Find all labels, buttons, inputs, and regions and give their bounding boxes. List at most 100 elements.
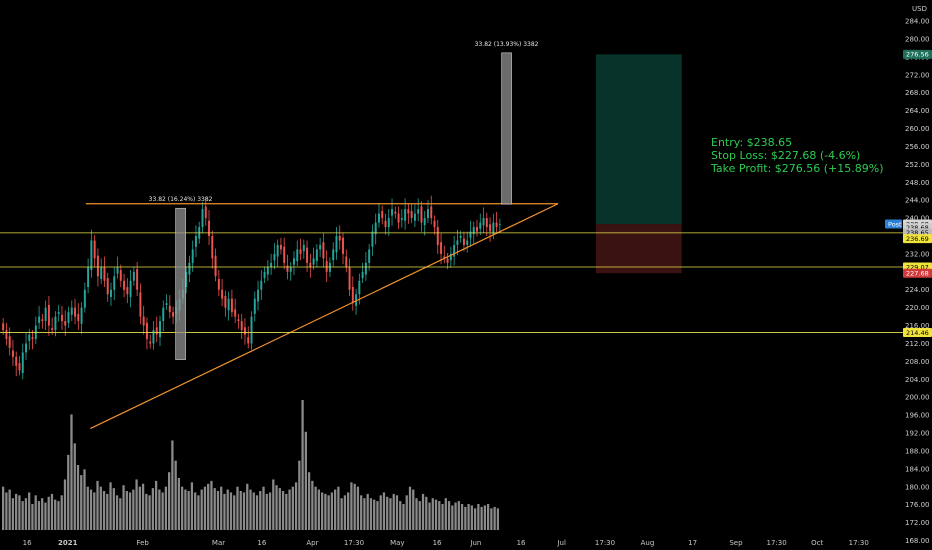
volume-bar (291, 486, 294, 530)
price-tick: 196.00 (905, 412, 930, 420)
measure-tools[interactable]: 33.82 (16.24%) 3382 33.82 (13.93%) 3382 (149, 41, 539, 360)
time-axis[interactable]: 16 2021 Feb Mar 16 Apr 17:30 May 16 Jun 16 Jul 17:30… (23, 539, 869, 547)
volume-bar (145, 493, 148, 530)
candle-body (116, 267, 119, 274)
candle-body (348, 267, 351, 290)
candle-body (243, 327, 246, 335)
volume-bar (304, 431, 307, 530)
candle-body (462, 238, 465, 245)
candle-body (54, 316, 57, 331)
candle-body (410, 210, 413, 219)
volume-bar (314, 486, 317, 530)
volume-bar (8, 489, 11, 530)
candle-body (273, 253, 276, 261)
candle-body (47, 304, 50, 326)
candle-body (221, 289, 224, 299)
volume-bar (392, 493, 395, 530)
candle-body (8, 336, 11, 348)
price-tick: 184.00 (905, 465, 930, 473)
candle-body (485, 218, 488, 228)
volume-bar (197, 495, 200, 530)
candle-body (299, 249, 302, 254)
volume-bar (2, 486, 5, 530)
candle-body (296, 249, 299, 262)
volume-bar (41, 498, 44, 530)
time-tick: 17 (688, 539, 697, 547)
candle-body (345, 256, 348, 268)
stop-loss-text: Stop Loss: $227.68 (-4.6%) (711, 149, 860, 162)
volume-bar (259, 491, 262, 530)
candle-body (38, 316, 41, 323)
volume-bar (490, 508, 493, 530)
time-tick: 17:30 (766, 539, 786, 547)
candle-body (335, 236, 338, 253)
volume-bar (60, 495, 63, 530)
volume-bar (373, 499, 376, 530)
candle-body (103, 267, 106, 281)
volume-bar (67, 454, 70, 530)
candle-body (159, 321, 161, 338)
volume-bar (395, 495, 399, 530)
price-axis[interactable]: 168.00 172.00 176.00 180.00 184.00 188.00 192.… (905, 18, 930, 545)
volume-bar (21, 501, 24, 530)
drawing-lines[interactable] (0, 203, 903, 430)
volume-bar (70, 414, 73, 530)
volume-bar (252, 492, 255, 530)
volume-bar (73, 443, 76, 530)
volume-bar (438, 501, 441, 530)
volume-bar (76, 465, 80, 530)
volume-bar (203, 486, 207, 530)
volume-bar (418, 501, 421, 530)
candle-body (129, 280, 132, 297)
candle-body (25, 343, 27, 353)
stop-zone (595, 224, 682, 274)
entry-text: Entry: $238.65 (711, 136, 792, 149)
volume-bar (5, 492, 8, 530)
measure-label: 33.82 (13.93%) 3382 (475, 41, 539, 48)
candle-body (387, 218, 390, 228)
volume-bar (168, 472, 171, 530)
volume-bar (268, 492, 272, 530)
volume-bar (216, 491, 220, 530)
volume-bar (434, 499, 438, 530)
volume-bar (340, 498, 343, 530)
price-tick: 284.00 (905, 18, 930, 26)
price-label-box (903, 49, 932, 59)
volume-bar (54, 499, 57, 530)
volume-bar (184, 489, 187, 530)
volume-bar (451, 505, 454, 530)
candle-body (417, 209, 420, 214)
candle-body (234, 309, 237, 317)
candle-body (162, 307, 165, 322)
volume-bar (34, 495, 37, 530)
price-tick: 188.00 (905, 447, 930, 455)
candle-body (240, 321, 243, 331)
candle-body (80, 307, 83, 324)
volume-bar (164, 486, 168, 530)
volume-bar (343, 495, 347, 530)
volume-bar (288, 489, 291, 530)
candle-body (498, 223, 501, 225)
candle-body (469, 231, 472, 238)
time-tick: Oct (811, 539, 823, 547)
candle-body (57, 312, 60, 314)
volume-bar (281, 491, 285, 530)
price-tick: 216.00 (905, 322, 930, 330)
candle-body (293, 258, 295, 265)
candle-body (67, 312, 70, 323)
candle-body (446, 258, 449, 263)
candle-body (100, 267, 103, 279)
candle-body (44, 307, 47, 322)
candle-body (60, 314, 63, 322)
candle-body (126, 287, 129, 295)
volume-bar (467, 504, 470, 530)
post-tag (885, 219, 902, 229)
volume-bar (412, 489, 415, 530)
candle-body (306, 247, 309, 263)
price-tick: 176.00 (905, 501, 930, 509)
volume-bar (158, 489, 161, 530)
candle-body (123, 280, 126, 290)
volume-bar (177, 478, 181, 530)
take-profit-text: Take Profit: $276.56 (+15.89%) (710, 162, 884, 175)
